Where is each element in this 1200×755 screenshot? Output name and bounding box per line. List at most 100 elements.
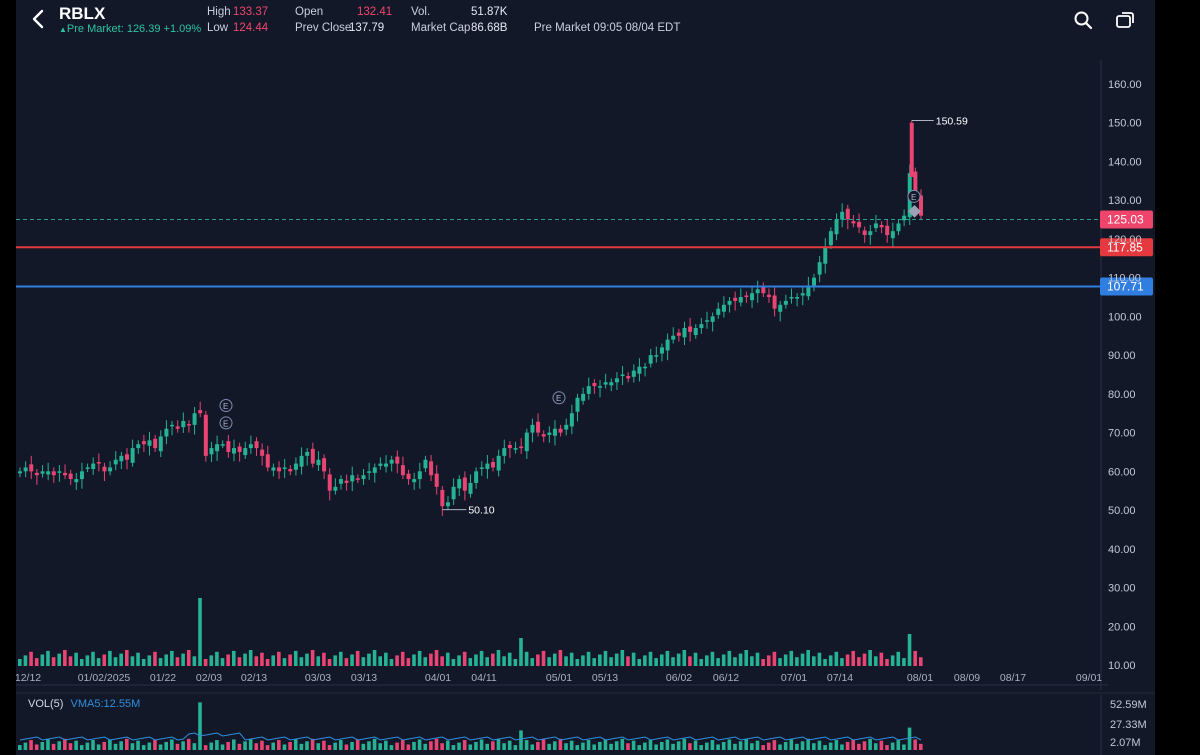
volume-bar (643, 655, 647, 666)
back-arrow-icon[interactable] (30, 8, 46, 30)
candle-body (541, 434, 546, 437)
candle-body (772, 295, 777, 309)
volume-bar (919, 657, 923, 666)
candle-body (85, 467, 90, 469)
volume-bar-lower (496, 738, 501, 750)
volume-bar (552, 653, 557, 666)
candle-body (361, 475, 366, 480)
candle-body (834, 219, 839, 235)
volume-bar-lower (783, 741, 788, 750)
candle-body (29, 464, 34, 472)
last-price-tag: 125.03 (1107, 212, 1144, 226)
earnings-badge (907, 189, 921, 203)
candle-body (665, 339, 670, 351)
volume-bar-lower (400, 740, 405, 750)
candle-body (119, 455, 124, 462)
search-icon[interactable] (1072, 9, 1094, 31)
volume-bar (496, 650, 501, 666)
volume-bar-lower (744, 738, 749, 750)
volume-bar (766, 655, 771, 666)
volume-bar (130, 656, 135, 666)
volume-bar (750, 656, 754, 666)
date-tick-label: 04/01 (425, 672, 451, 684)
volume-bar-lower (468, 744, 473, 750)
volume-bar (237, 657, 242, 666)
candle-body (614, 378, 619, 383)
candle-body (575, 397, 580, 412)
volume-bar (293, 650, 298, 666)
volume-bar (569, 652, 574, 666)
volume-bar (907, 634, 912, 666)
volume-bar-lower (541, 739, 546, 750)
volume-bar-lower (727, 739, 732, 750)
volume-bar (57, 653, 62, 666)
volume-bar-lower (710, 740, 715, 750)
volume-bar-lower (840, 744, 844, 750)
candle-body (738, 297, 743, 303)
candle-body (327, 474, 332, 491)
volume-bar (175, 657, 180, 666)
candle-body (113, 459, 118, 465)
volume-bar-lower (299, 743, 304, 750)
volume-bar-lower (519, 730, 523, 750)
price-tick-label: 160.00 (1108, 79, 1142, 91)
volume-bar (530, 658, 535, 666)
volume-bar-lower (581, 742, 585, 750)
candle-body (79, 471, 84, 480)
volume-indicator-info: VOL(5) VMA5:12.55M (28, 698, 140, 710)
candle-body (857, 221, 862, 228)
candle-body (451, 486, 456, 500)
candle-body (457, 479, 462, 489)
prev-close-value: 137.79 (349, 22, 385, 34)
volume-bar (46, 650, 50, 666)
volume-bar (857, 657, 861, 666)
volume-bar-lower (63, 738, 67, 750)
candle-body (130, 448, 135, 463)
candle-body (586, 386, 591, 394)
volume-bar (772, 651, 777, 666)
candle-body (164, 428, 169, 437)
rotate-screen-icon[interactable] (1114, 9, 1136, 31)
candle-body (659, 347, 664, 354)
price-chart[interactable]: 125.03 117.85 107.71 160.00 150.00 140.00 130… (16, 0, 1155, 755)
volume-bar-lower (113, 743, 118, 750)
header-bar: RBLX ▲Pre Market: 126.39 +1.09% High 133… (16, 0, 1155, 40)
market-cap-value: 86.68B (471, 22, 508, 34)
volume-bar-lower (485, 743, 489, 750)
stock-chart-app: RBLX ▲Pre Market: 126.39 +1.09% High 133… (16, 0, 1155, 755)
volume-bar (153, 651, 157, 666)
volume-bar-lower (620, 738, 625, 750)
volume-bar-lower (451, 745, 456, 750)
up-triangle-icon: ▲ (59, 25, 67, 34)
volume-bar-lower (857, 743, 861, 750)
volume-bar-lower (598, 741, 602, 750)
volume-bar-lower (643, 742, 647, 750)
premarket-text: Pre Market: 126.39 +1.09% (66, 23, 202, 35)
candle-body (203, 414, 208, 456)
volume-bar (68, 656, 73, 666)
volume-bar-lower (766, 742, 771, 750)
volume-bar-lower (226, 741, 230, 750)
volume-bar (23, 655, 28, 666)
volume-bar-lower (919, 743, 923, 750)
candle-body (389, 459, 394, 464)
volume-bar (705, 655, 709, 666)
volume-bar-lower (248, 738, 253, 750)
price-tick-label: 120.00 (1108, 234, 1142, 246)
volume-bar (423, 657, 428, 666)
volume-bar-lower (896, 740, 901, 750)
volume-bar (598, 654, 602, 666)
date-tick-label: 02/03 (196, 672, 222, 684)
volume-bar-lower (186, 738, 191, 750)
volume-bar (18, 659, 22, 666)
volume-bar-lower (153, 740, 157, 750)
volume-bar (181, 653, 185, 666)
volume-bar-lower (344, 744, 349, 750)
candle-body (491, 462, 496, 468)
date-tick-label: 01/02/2025 (78, 672, 131, 684)
candle-body (170, 424, 175, 427)
candle-body (885, 225, 890, 236)
candle-body (220, 444, 225, 446)
volume-bar (671, 657, 675, 666)
volume-bar-lower (530, 744, 535, 750)
